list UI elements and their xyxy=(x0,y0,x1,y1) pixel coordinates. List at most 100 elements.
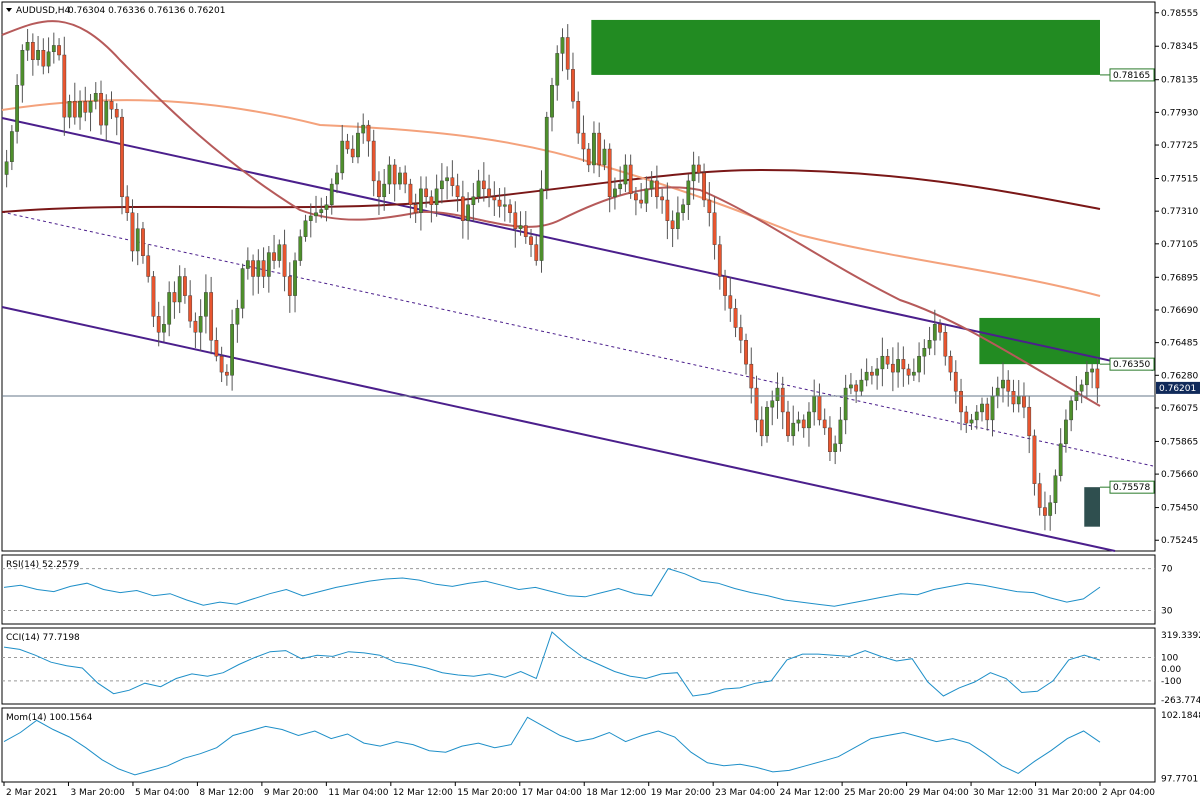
candle-body xyxy=(980,403,984,413)
candle xyxy=(230,309,234,391)
price-tick-label: 0.78135 xyxy=(1161,76,1198,86)
candle xyxy=(219,346,224,383)
candle xyxy=(419,176,423,231)
dropdown-triangle-icon[interactable] xyxy=(6,8,12,12)
candle xyxy=(366,120,371,157)
indicator-line xyxy=(3,716,1101,776)
indicator-line xyxy=(3,631,1101,697)
panel-frames xyxy=(1,1,1156,783)
candle xyxy=(188,280,193,328)
candle-body xyxy=(911,371,916,376)
candle-body xyxy=(623,164,628,185)
candle-body xyxy=(141,228,145,256)
candle-body xyxy=(513,212,518,229)
candle-body xyxy=(277,244,282,261)
candle xyxy=(413,193,418,223)
candle xyxy=(424,176,429,208)
candle-body xyxy=(822,419,827,429)
level-tag xyxy=(1109,480,1155,494)
candle xyxy=(691,151,696,200)
candle-body xyxy=(765,406,769,437)
candle-body xyxy=(266,252,271,277)
time-tick-label: 30 Mar 12:00 xyxy=(973,788,1033,798)
price-tick-label: 0.78555 xyxy=(1161,9,1198,19)
candle-body xyxy=(1095,368,1100,389)
time-tick-label: 24 Mar 12:00 xyxy=(780,788,840,798)
candle-body xyxy=(4,161,9,175)
candle-body xyxy=(62,54,67,118)
candle xyxy=(282,229,287,292)
candle xyxy=(938,319,942,341)
candle-body xyxy=(576,101,581,134)
channel-lower-line[interactable] xyxy=(1,306,1116,552)
candle-body xyxy=(36,50,40,60)
candle xyxy=(497,188,502,218)
candle-body xyxy=(356,132,360,158)
candle xyxy=(277,239,282,268)
candle xyxy=(628,154,633,199)
candle xyxy=(125,185,130,221)
indicator-panel: Mom(14) 100.1564 102.1848 97.7701 xyxy=(3,711,1200,784)
candle xyxy=(571,52,575,109)
candle xyxy=(88,93,93,132)
candle-body xyxy=(104,101,109,126)
candles-layer[interactable] xyxy=(4,24,1100,531)
candle-body xyxy=(854,384,859,392)
candle xyxy=(1032,429,1037,496)
candle-body xyxy=(702,172,706,201)
candle-body xyxy=(261,260,266,277)
candle xyxy=(911,358,916,381)
time-tick-label: 17 Mar 04:00 xyxy=(522,788,582,798)
candle xyxy=(382,169,387,211)
candle-body xyxy=(308,215,313,221)
candle-body xyxy=(151,276,156,317)
candle xyxy=(251,254,255,296)
channel-mid-line[interactable] xyxy=(1,211,1154,467)
candle xyxy=(948,350,953,381)
price-tick-label: 0.75660 xyxy=(1161,470,1198,480)
candle xyxy=(329,178,334,215)
candle-body xyxy=(314,212,318,217)
price-tick-label: 0.76895 xyxy=(1161,273,1198,283)
candle xyxy=(235,299,240,343)
indicator-tick-label: 30 xyxy=(1161,606,1173,616)
candle-body xyxy=(78,101,82,118)
price-tick-label: 0.75245 xyxy=(1161,536,1198,546)
candle-body xyxy=(1085,371,1089,386)
candle xyxy=(670,210,675,248)
price-tick-label: 0.78345 xyxy=(1161,42,1198,52)
price-tick-label: 0.75450 xyxy=(1161,504,1198,514)
candle-body xyxy=(655,180,659,198)
candle-body xyxy=(224,371,229,376)
candle-body xyxy=(550,85,554,118)
candle-body xyxy=(812,395,817,413)
candle-body xyxy=(51,45,56,53)
candle xyxy=(392,159,397,202)
mid-supply-zone xyxy=(979,317,1100,365)
candle-body xyxy=(497,199,502,207)
candle-body xyxy=(639,199,644,204)
candle-body xyxy=(539,188,544,261)
candle-body xyxy=(198,316,203,333)
candle-body xyxy=(1001,379,1005,389)
candle-body xyxy=(518,225,523,229)
candle-body xyxy=(875,368,880,376)
price-tick-label: 0.76690 xyxy=(1161,306,1198,316)
candle-body xyxy=(492,196,497,201)
candle-body xyxy=(109,101,114,110)
candle-body xyxy=(1022,395,1026,408)
candle-body xyxy=(896,359,900,373)
indicator-tick-label: 70 xyxy=(1161,565,1173,575)
candle xyxy=(544,111,549,200)
candle xyxy=(917,342,921,383)
time-tick-label: 2 Mar 2021 xyxy=(6,788,57,798)
candle-body xyxy=(969,419,974,424)
candle-body xyxy=(135,228,140,252)
candle-body xyxy=(177,276,182,303)
candle-body xyxy=(560,37,565,54)
channel-upper-line[interactable] xyxy=(1,117,1154,371)
candle xyxy=(639,183,644,209)
candle-body xyxy=(864,371,869,381)
